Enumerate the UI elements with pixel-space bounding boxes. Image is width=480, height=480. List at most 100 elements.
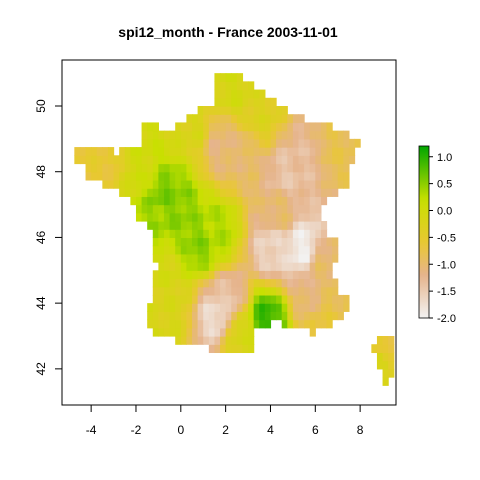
raster-cell — [186, 179, 193, 189]
raster-cell — [242, 204, 249, 214]
raster-cell — [225, 73, 232, 82]
raster-cell — [242, 344, 249, 354]
raster-cell — [141, 188, 148, 197]
raster-cell — [270, 163, 277, 173]
raster-cell — [158, 171, 165, 181]
raster-cell — [197, 294, 204, 304]
raster-cell — [175, 270, 182, 280]
raster-cell — [225, 89, 232, 99]
raster-cell — [315, 286, 322, 296]
raster-cell — [113, 155, 120, 165]
raster-cell — [304, 286, 311, 296]
raster-cell — [253, 319, 260, 329]
raster-cell — [197, 212, 204, 222]
raster-cell — [326, 286, 333, 296]
raster-cell — [276, 311, 283, 321]
raster-cell — [242, 122, 249, 132]
raster-cell — [208, 155, 216, 165]
raster-cell — [225, 188, 232, 197]
raster-cell — [180, 336, 188, 345]
raster-cell — [304, 221, 311, 230]
raster-cell — [236, 303, 244, 312]
raster-cell — [197, 237, 204, 247]
raster-cell — [152, 327, 159, 337]
raster-cell — [186, 286, 193, 296]
raster-cell — [214, 245, 221, 255]
colorbar-fill — [419, 146, 429, 318]
raster-cell — [298, 163, 305, 173]
raster-cell — [225, 327, 232, 337]
raster-cell — [304, 155, 311, 165]
raster-cell — [175, 286, 182, 296]
raster-cell — [186, 212, 193, 222]
raster-cell — [79, 155, 87, 165]
raster-cell — [152, 303, 159, 312]
raster-cell — [231, 221, 238, 230]
raster-cell — [197, 130, 204, 140]
raster-cell — [197, 270, 204, 280]
raster-cell — [192, 155, 199, 165]
raster-cell — [203, 319, 210, 329]
raster-cell — [141, 163, 148, 173]
raster-cell — [192, 221, 199, 230]
raster-cell — [298, 237, 305, 247]
raster-cell — [248, 303, 255, 312]
raster-cell — [320, 270, 328, 280]
raster-cell — [208, 229, 216, 239]
raster-cell — [343, 147, 350, 156]
raster-cell — [337, 294, 344, 304]
raster-cell — [208, 188, 216, 197]
colorbar-tick-label: -0.5 — [437, 232, 456, 244]
raster-cell — [276, 262, 283, 271]
raster-cell — [248, 229, 255, 239]
raster-cell — [315, 253, 322, 263]
raster-cell — [264, 229, 272, 239]
raster-cell — [281, 204, 288, 214]
raster-cell — [130, 171, 137, 181]
raster-cell — [113, 179, 120, 189]
raster-cell — [259, 147, 266, 156]
raster-cell — [326, 245, 333, 255]
raster-cell — [192, 204, 199, 214]
raster-cell — [186, 221, 193, 230]
raster-cell — [225, 155, 232, 165]
raster-cell — [248, 204, 255, 214]
raster-cell — [309, 286, 316, 296]
raster-cell — [214, 171, 221, 181]
raster-cell — [292, 278, 300, 288]
raster-cell — [242, 81, 249, 91]
raster-cell — [231, 229, 238, 239]
raster-cell — [281, 245, 288, 255]
raster-cell — [388, 360, 395, 370]
x-tick-label: -4 — [86, 423, 97, 437]
raster-cell — [203, 130, 210, 140]
raster-cell — [220, 344, 227, 354]
raster-cell — [152, 270, 159, 280]
raster-cell — [231, 344, 238, 354]
raster-cell — [180, 237, 188, 247]
raster-cell — [320, 138, 328, 148]
raster-cell — [147, 147, 154, 156]
raster-cell — [248, 262, 255, 271]
raster-cell — [287, 130, 294, 140]
raster-cell — [309, 311, 316, 321]
raster-cell — [259, 237, 266, 247]
raster-cell — [376, 336, 384, 345]
raster-cell — [175, 303, 182, 312]
colorbar-tick-label: 1.0 — [437, 152, 452, 164]
raster-cell — [192, 163, 199, 173]
raster-cell — [253, 147, 260, 156]
raster-cell — [276, 278, 283, 288]
raster-cell — [309, 253, 316, 263]
raster-cell — [236, 147, 244, 156]
raster-cell — [248, 147, 255, 156]
raster-cell — [231, 212, 238, 222]
raster-cell — [242, 286, 249, 296]
raster-cell — [208, 311, 216, 321]
raster-cell — [214, 130, 221, 140]
raster-cell — [203, 196, 210, 206]
raster-cell — [292, 155, 300, 165]
raster-cell — [220, 147, 227, 156]
raster-cell — [225, 97, 232, 107]
raster-cell — [96, 171, 103, 181]
